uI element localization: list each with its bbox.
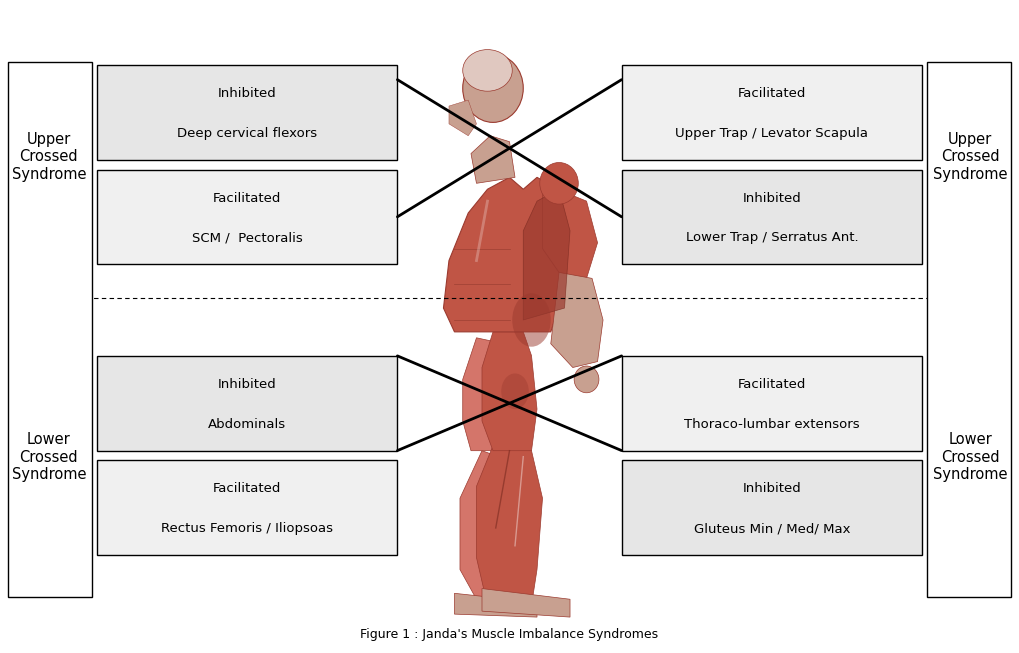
Bar: [97, 460, 397, 555]
Polygon shape: [482, 588, 570, 617]
Text: Inhibited: Inhibited: [743, 192, 801, 204]
Bar: [622, 460, 922, 555]
Text: Upper
Crossed
Syndrome: Upper Crossed Syndrome: [11, 132, 87, 182]
Text: Inhibited: Inhibited: [218, 88, 276, 100]
Text: Figure 1 : Janda's Muscle Imbalance Syndromes: Figure 1 : Janda's Muscle Imbalance Synd…: [361, 628, 658, 641]
Text: Abdominals: Abdominals: [208, 417, 286, 430]
Text: Inhibited: Inhibited: [743, 483, 801, 495]
Ellipse shape: [463, 50, 513, 91]
Text: SCM /  Pectoralis: SCM / Pectoralis: [192, 231, 303, 244]
Bar: [622, 356, 922, 451]
Ellipse shape: [574, 366, 599, 392]
Polygon shape: [443, 178, 570, 332]
Bar: [97, 170, 397, 264]
Text: Facilitated: Facilitated: [738, 88, 806, 100]
Bar: [622, 65, 922, 160]
Text: Lower Trap / Serratus Ant.: Lower Trap / Serratus Ant.: [686, 231, 858, 244]
Bar: [622, 170, 922, 264]
Ellipse shape: [463, 54, 524, 122]
Text: Lower
Crossed
Syndrome: Lower Crossed Syndrome: [11, 432, 87, 482]
Text: Gluteus Min / Med/ Max: Gluteus Min / Med/ Max: [694, 522, 850, 535]
Polygon shape: [482, 332, 537, 451]
Text: Upper
Crossed
Syndrome: Upper Crossed Syndrome: [932, 132, 1008, 182]
Text: Facilitated: Facilitated: [738, 378, 806, 390]
Polygon shape: [463, 338, 510, 451]
Text: Deep cervical flexors: Deep cervical flexors: [177, 127, 317, 140]
Bar: [97, 65, 397, 160]
Polygon shape: [449, 100, 477, 136]
Bar: [8, 62, 92, 597]
Ellipse shape: [501, 374, 529, 409]
Polygon shape: [550, 272, 603, 368]
Polygon shape: [454, 594, 537, 617]
Text: Inhibited: Inhibited: [218, 378, 276, 390]
Text: Thoraco-lumbar extensors: Thoraco-lumbar extensors: [684, 417, 860, 430]
Bar: [927, 62, 1011, 597]
Polygon shape: [460, 451, 521, 599]
Text: Facilitated: Facilitated: [213, 483, 281, 495]
Text: Facilitated: Facilitated: [213, 192, 281, 204]
Text: Lower
Crossed
Syndrome: Lower Crossed Syndrome: [932, 432, 1008, 482]
Polygon shape: [542, 183, 597, 278]
Text: Upper Trap / Levator Scapula: Upper Trap / Levator Scapula: [676, 127, 868, 140]
Polygon shape: [471, 136, 515, 183]
Polygon shape: [524, 189, 570, 320]
Ellipse shape: [513, 293, 550, 347]
Ellipse shape: [540, 163, 578, 204]
Polygon shape: [477, 439, 542, 605]
Bar: [97, 356, 397, 451]
Text: Rectus Femoris / Iliopsoas: Rectus Femoris / Iliopsoas: [161, 522, 333, 535]
